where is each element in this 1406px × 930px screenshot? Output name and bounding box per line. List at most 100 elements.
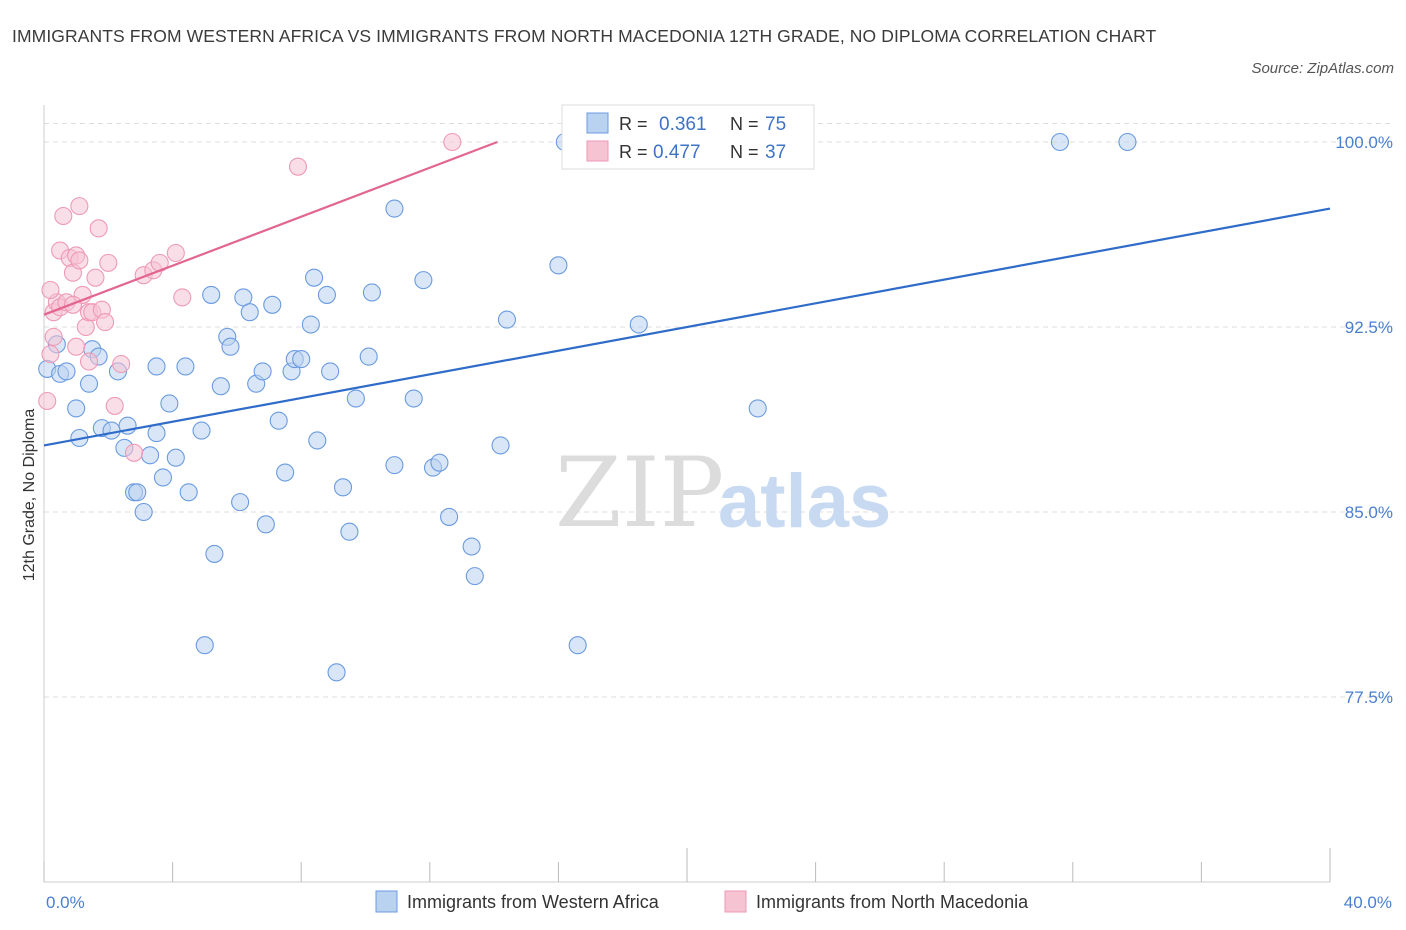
- point-western-africa: [79, 374, 99, 393]
- legend-n-value-pink: 37: [765, 142, 786, 163]
- point-western-africa: [340, 522, 359, 541]
- stats-legend: R = 0.361 N = 75 R = 0.477 N = 37: [561, 104, 815, 170]
- point-western-africa: [179, 483, 198, 502]
- chart-title: IMMIGRANTS FROM WESTERN AFRICA VS IMMIGR…: [12, 26, 1157, 46]
- series-legend: Immigrants from Western Africa Immigrant…: [375, 890, 1029, 913]
- point-western-africa: [440, 507, 459, 526]
- point-western-africa: [240, 303, 259, 322]
- point-western-africa: [308, 431, 327, 450]
- watermark-zip: ZIP: [555, 437, 724, 549]
- point-western-africa: [141, 446, 160, 465]
- point-north-macedonia: [173, 288, 192, 307]
- point-western-africa: [160, 394, 179, 413]
- point-western-africa: [256, 515, 275, 534]
- point-western-africa: [346, 389, 365, 408]
- point-western-africa: [317, 285, 336, 304]
- series-legend-label-blue: Immigrants from Western Africa: [407, 892, 660, 912]
- point-north-macedonia: [89, 219, 108, 238]
- point-western-africa: [147, 357, 166, 376]
- legend-swatch-pink: [586, 140, 609, 162]
- point-western-africa: [128, 483, 147, 502]
- legend-n-label-pink: N =: [730, 142, 759, 162]
- y-tick-labels: 77.5% 85.0% 92.5% 100.0%: [1335, 133, 1393, 707]
- point-western-africa: [465, 567, 484, 586]
- point-western-africa: [305, 268, 324, 287]
- point-western-africa: [166, 448, 185, 467]
- point-western-africa: [549, 256, 568, 275]
- point-north-macedonia: [41, 345, 60, 364]
- x-tick-label-min: 0.0%: [46, 893, 85, 912]
- point-north-macedonia: [67, 337, 86, 356]
- y-axis-label: 12th Grade, No Diploma: [21, 409, 38, 582]
- point-western-africa: [462, 537, 481, 556]
- gridlines: [44, 123, 1392, 698]
- series-legend-label-pink: Immigrants from North Macedonia: [756, 892, 1029, 912]
- point-north-macedonia: [54, 206, 73, 226]
- point-western-africa: [629, 315, 648, 334]
- point-western-africa: [134, 502, 153, 522]
- point-north-macedonia: [112, 354, 131, 374]
- point-western-africa: [321, 362, 340, 381]
- point-western-africa: [153, 468, 173, 487]
- series-western-africa-points: [38, 132, 1137, 682]
- point-western-africa: [102, 421, 121, 440]
- point-western-africa: [1050, 132, 1069, 152]
- point-western-africa: [568, 636, 587, 655]
- point-north-macedonia: [443, 132, 462, 152]
- point-western-africa: [491, 436, 510, 455]
- point-western-africa: [57, 362, 76, 381]
- point-western-africa: [414, 271, 433, 290]
- point-western-africa: [221, 337, 240, 356]
- point-western-africa: [292, 350, 311, 369]
- x-tick-label-max: 40.0%: [1344, 893, 1392, 912]
- legend-r-value-blue: 0.361: [659, 114, 707, 135]
- point-north-macedonia: [79, 352, 99, 371]
- point-western-africa: [147, 424, 166, 443]
- point-north-macedonia: [86, 268, 105, 287]
- point-western-africa: [404, 389, 423, 408]
- point-western-africa: [497, 310, 517, 329]
- point-north-macedonia: [44, 327, 63, 346]
- point-western-africa: [362, 283, 381, 302]
- point-western-africa: [253, 362, 272, 381]
- point-north-macedonia: [70, 197, 89, 216]
- y-tick-label: 85.0%: [1345, 503, 1393, 522]
- point-western-africa: [748, 399, 767, 418]
- legend-r-label-blue: R =: [619, 114, 648, 134]
- source-label: Source: ZipAtlas.com: [1251, 60, 1394, 77]
- point-north-macedonia: [41, 280, 60, 300]
- legend-r-value-pink: 0.477: [653, 142, 701, 163]
- point-western-africa: [211, 377, 230, 396]
- point-north-macedonia: [96, 313, 115, 332]
- point-western-africa: [269, 411, 288, 430]
- point-western-africa: [192, 421, 211, 440]
- point-western-africa: [263, 295, 282, 314]
- point-north-macedonia: [105, 396, 124, 415]
- point-western-africa: [276, 463, 295, 482]
- x-ticks: [43, 848, 1331, 882]
- point-western-africa: [205, 544, 224, 563]
- legend-swatch-blue: [586, 112, 609, 134]
- point-north-macedonia: [38, 391, 57, 411]
- point-north-macedonia: [166, 243, 185, 263]
- point-western-africa: [67, 399, 86, 418]
- series-legend-swatch-pink: [724, 890, 747, 913]
- point-western-africa: [327, 663, 346, 682]
- point-western-africa: [1118, 132, 1137, 152]
- point-north-macedonia: [288, 157, 308, 176]
- point-western-africa: [202, 285, 221, 304]
- watermark: ZIP atlas: [555, 437, 891, 549]
- point-western-africa: [385, 456, 404, 475]
- y-tick-label: 100.0%: [1335, 133, 1393, 152]
- point-north-macedonia: [70, 251, 89, 270]
- point-western-africa: [385, 199, 404, 218]
- trendlines: [43, 140, 1331, 447]
- point-western-africa: [176, 357, 195, 376]
- point-western-africa: [231, 493, 250, 512]
- series-legend-swatch-blue: [375, 890, 398, 913]
- legend-n-value-blue: 75: [765, 114, 786, 135]
- legend-r-label-pink: R =: [619, 142, 648, 162]
- trendline-north-macedonia: [43, 140, 498, 316]
- point-north-macedonia: [124, 443, 144, 462]
